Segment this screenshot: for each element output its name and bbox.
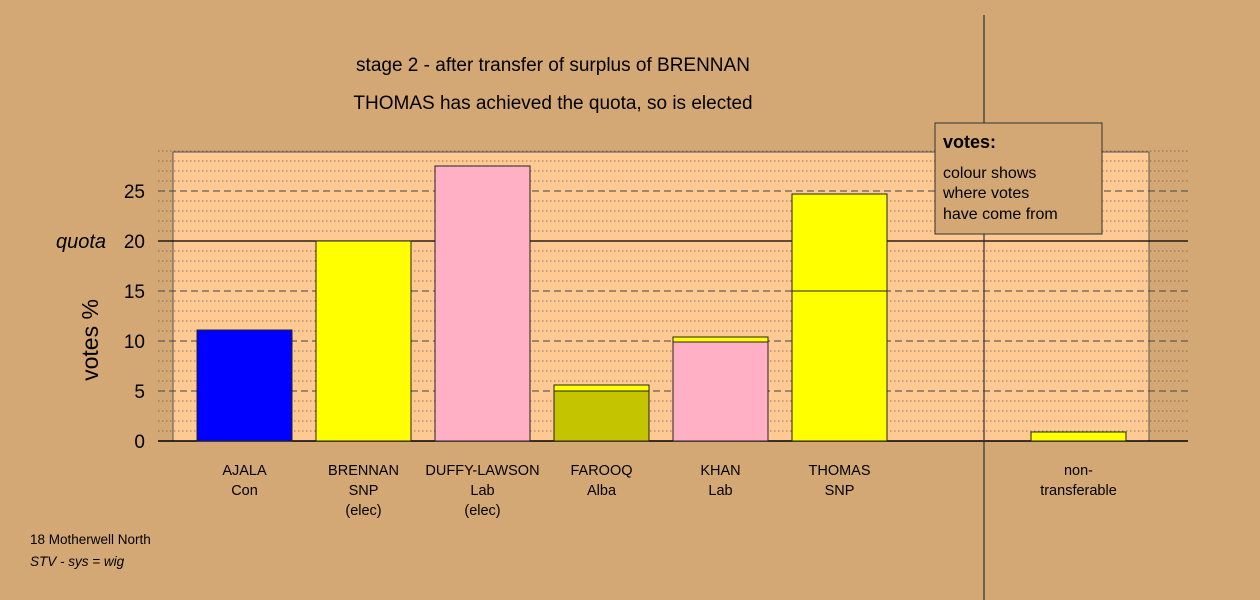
y-tick-label: 0 [134,432,145,453]
y-tick-label: 20 [124,232,145,253]
legend-line-3: have come from [943,206,1058,223]
legend-line-1: colour shows [943,165,1036,182]
footer-system: STV - sys = wig [30,554,125,569]
brennan-bar-segment-1 [315,240,412,442]
thomas-bar-segment-1 [791,290,888,442]
brennan-label-line-3: (elec) [345,503,381,519]
ajala-bar-segment-1 [196,329,293,442]
non-transferable-label-line-2: transferable [1040,483,1117,499]
duffy-lawson-label-line-2: Lab [470,483,494,499]
x-labels: AJALA Con BRENNAN SNP (elec) DUFFY-LAWSON Lab (… [222,463,1116,519]
thomas-bar-segment-2 [791,193,888,292]
farooq-label-line-2: Alba [587,483,617,499]
khan-label-line-2: Lab [708,483,732,499]
thomas-label-line-1: THOMAS [808,463,870,479]
bars [196,165,1127,442]
y-axis-label: votes % [77,299,103,381]
non-transferable-bar-segment-1 [1030,431,1127,442]
legend-box [934,122,1103,235]
khan-label-line-1: KHAN [700,463,740,479]
duffy-lawson-label-line-3: (elec) [464,503,500,519]
duffy-lawson-bar-segment-1 [434,165,531,442]
y-tick-label: 5 [134,382,145,403]
brennan-label-line-2: SNP [349,483,379,499]
y-tick-label: 25 [124,182,145,203]
ajala-label-line-1: AJALA [222,463,267,479]
quota-label: quota [56,231,106,253]
thomas-label-line-2: SNP [825,483,855,499]
farooq-bar-segment-1 [553,390,650,442]
legend: votes: colour shows where votes have com… [934,122,1103,235]
duffy-lawson-label-line-1: DUFFY-LAWSON [425,463,539,479]
brennan-label-line-1: BRENNAN [328,463,399,479]
legend-title: votes: [943,132,996,152]
non-transferable-label-line-1: non- [1064,463,1093,479]
y-tick-label: 10 [124,332,145,353]
ajala-label-line-2: Con [231,483,258,499]
farooq-label-line-1: FAROOQ [570,463,632,479]
khan-bar-segment-1 [672,341,769,442]
chart-title-line-1: stage 2 - after transfer of surplus of B… [356,55,750,76]
footer-ward: 18 Motherwell North [30,532,151,547]
y-ticks: 0 5 10 15 20 25 [124,182,145,453]
chart-title-line-2: THOMAS has achieved the quota, so is ele… [353,93,752,114]
y-tick-label: 15 [124,282,145,303]
legend-line-2: where votes [942,185,1029,202]
farooq-bar-segment-2 [553,384,650,392]
khan-bar-segment-2 [672,336,769,343]
